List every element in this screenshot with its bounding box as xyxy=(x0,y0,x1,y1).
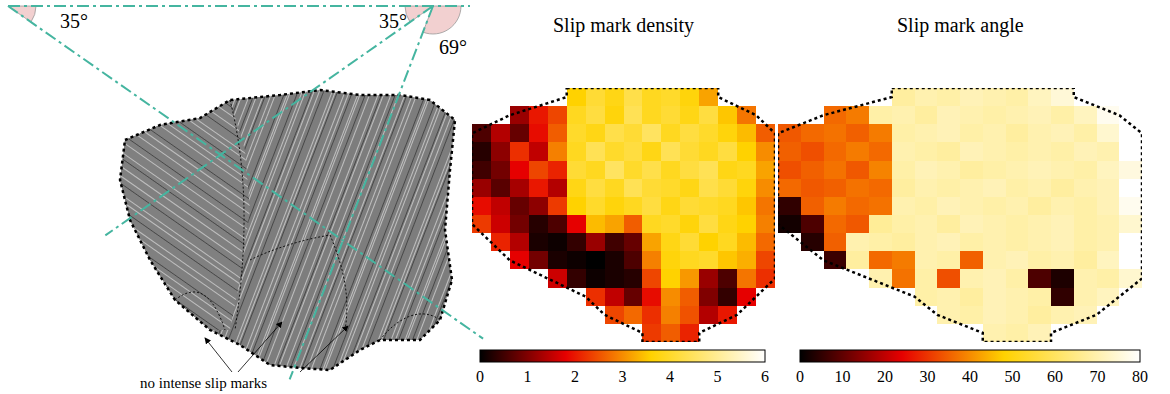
svg-text:1: 1 xyxy=(524,368,532,385)
svg-text:40: 40 xyxy=(962,368,978,385)
svg-text:10: 10 xyxy=(835,368,851,385)
svg-text:20: 20 xyxy=(877,368,893,385)
svg-text:2: 2 xyxy=(571,368,579,385)
svg-text:Slip mark angle: Slip mark angle xyxy=(897,14,1024,37)
svg-text:70: 70 xyxy=(1090,368,1106,385)
svg-text:4: 4 xyxy=(666,368,674,385)
svg-text:35°: 35° xyxy=(60,10,88,32)
svg-text:5: 5 xyxy=(714,368,722,385)
svg-text:69°: 69° xyxy=(439,36,467,58)
svg-text:0: 0 xyxy=(796,368,804,385)
svg-text:80: 80 xyxy=(1132,368,1148,385)
svg-text:60: 60 xyxy=(1047,368,1063,385)
svg-text:3: 3 xyxy=(619,368,627,385)
svg-text:30: 30 xyxy=(920,368,936,385)
svg-text:35°: 35° xyxy=(379,10,407,32)
svg-text:6: 6 xyxy=(761,368,769,385)
svg-text:50: 50 xyxy=(1005,368,1021,385)
svg-text:0: 0 xyxy=(476,368,484,385)
svg-text:Slip mark density: Slip mark density xyxy=(553,14,694,37)
svg-text:no intense slip marks: no intense slip marks xyxy=(140,375,267,391)
